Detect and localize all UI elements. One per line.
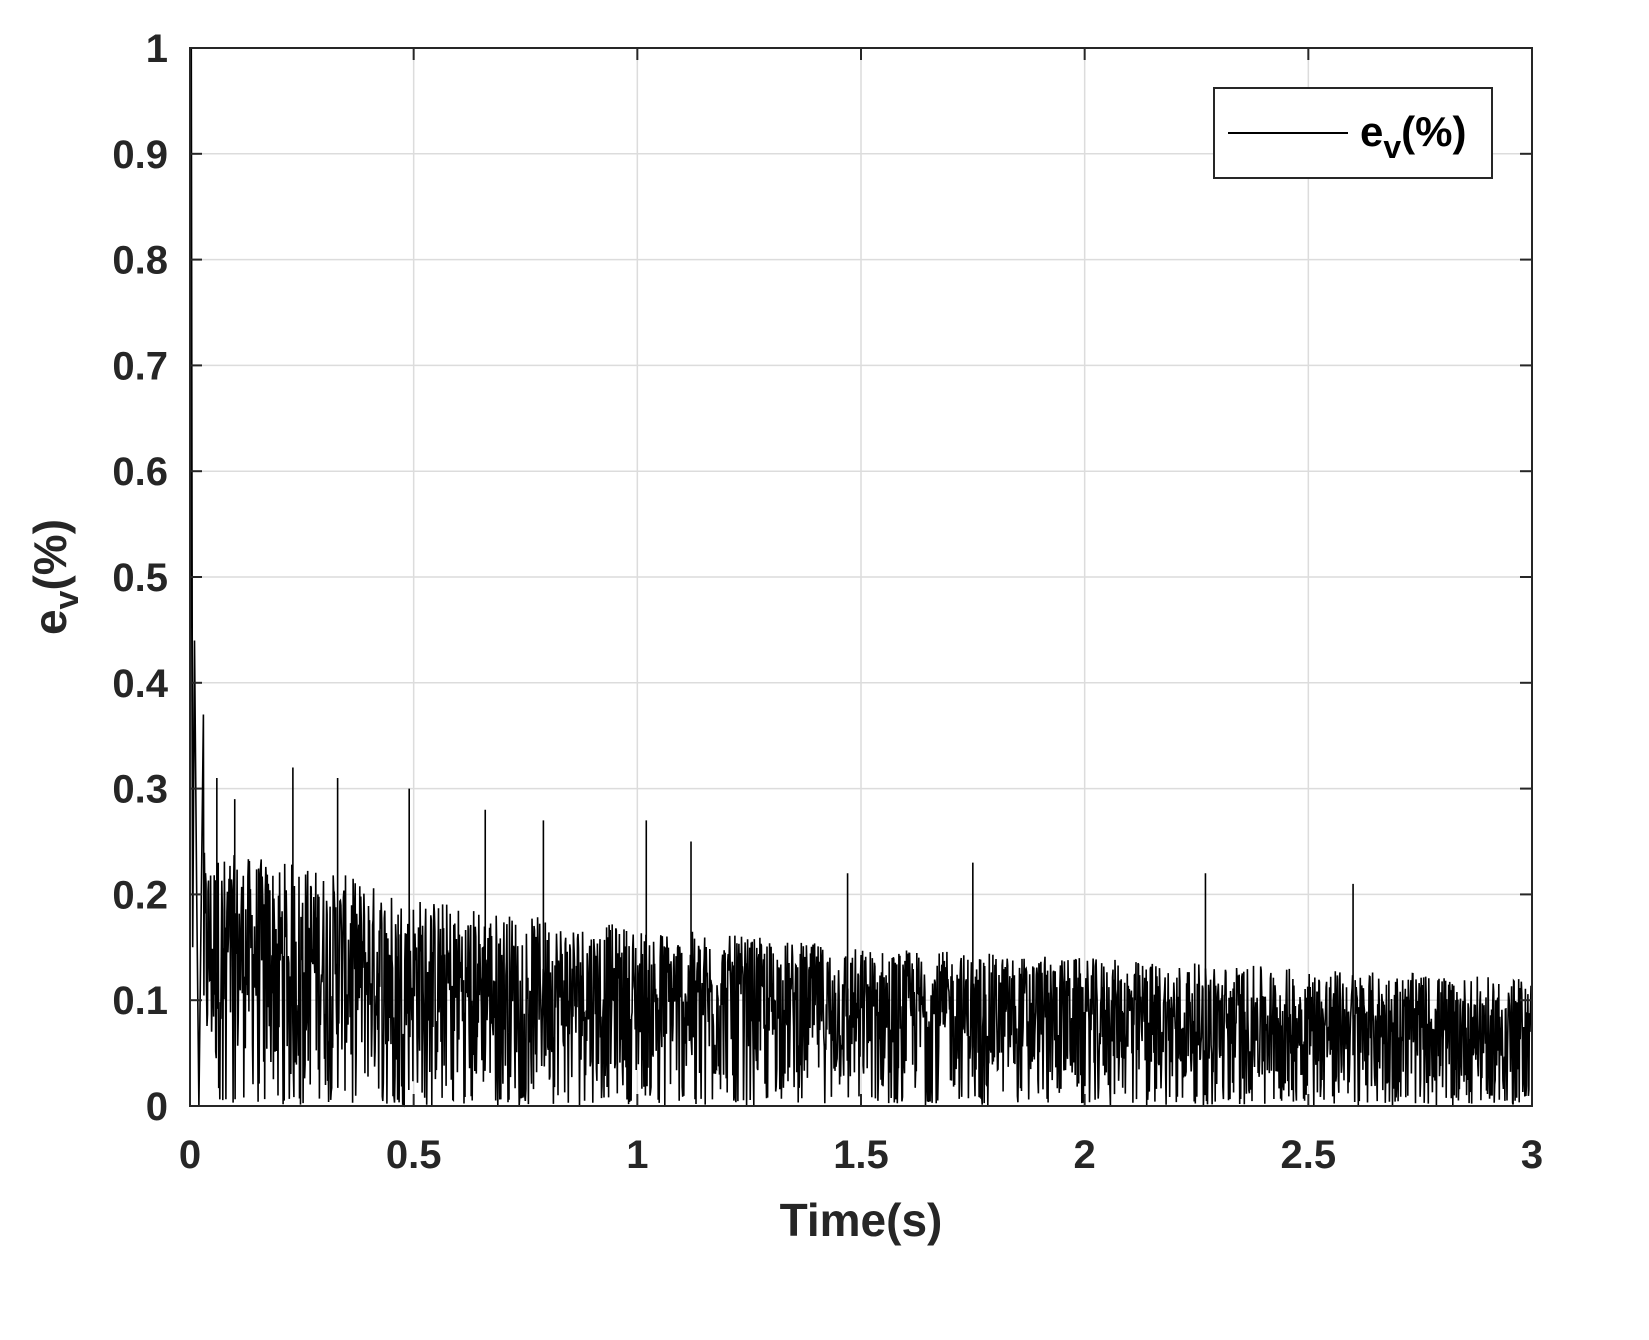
y-tick-label: 0.3 [112,768,168,812]
y-tick-label: 0 [146,1085,168,1129]
y-tick-label: 0.4 [112,662,168,706]
y-tick-label: 0.8 [112,239,168,283]
y-tick-label: 0.1 [112,979,168,1023]
svg-text:ev(%): ev(%) [24,519,86,635]
y-axis-label-base: e [24,609,76,635]
legend-label-rest: (%) [1401,108,1466,155]
y-tick-label: 1 [146,27,168,71]
x-tick-label: 1 [626,1133,648,1177]
legend-label-sub: v [1383,129,1401,165]
y-axis-label-rest: (%) [24,519,76,591]
x-tick-label: 0 [179,1133,201,1177]
legend: ev(%) [1213,87,1493,179]
y-axis-label-sub: v [48,590,86,609]
y-tick-label: 0.2 [112,873,168,917]
y-tick-label: 0.9 [112,133,168,177]
x-axis-label: Time(s) [780,1194,943,1246]
x-tick-label: 1.5 [833,1133,889,1177]
x-tick-label: 0.5 [386,1133,442,1177]
y-tick-label: 0.5 [112,556,168,600]
series-ev-line [189,47,1533,1108]
legend-label-base: e [1360,108,1383,155]
series-ev [189,47,1533,1108]
svg-text:ev(%): ev(%) [1360,108,1466,165]
y-axis-label: ev(%) [24,519,86,635]
x-tick-label: 2 [1074,1133,1096,1177]
y-tick-label: 0.6 [112,450,168,494]
x-tick-label: 2.5 [1281,1133,1337,1177]
ticks: 0 0.5 1 1.5 2 2.5 3 0 0.1 0.2 0.3 0.4 0.5 0.6 0.7 0.8 0.… [112,27,1543,1177]
y-tick-label: 0.7 [112,344,168,388]
x-tick-label: 3 [1521,1133,1543,1177]
